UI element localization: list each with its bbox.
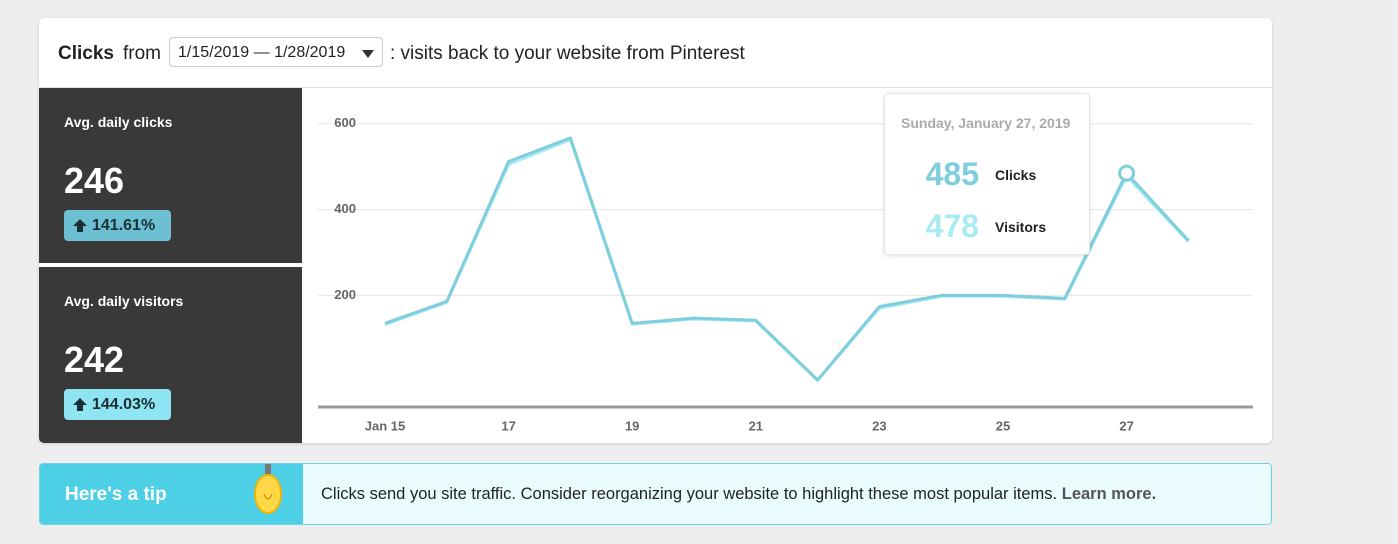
tooltip-visitors-label: Visitors	[995, 219, 1047, 235]
tooltip-date: Sunday, January 27, 2019	[901, 115, 1071, 131]
up-arrow	[73, 219, 87, 232]
header: Clicks from 1/15/2019 — 1/28/2019 : visi…	[39, 18, 1272, 88]
date-range[interactable]: 1/15/2019 — 1/28/2019	[178, 44, 346, 61]
y-tick-label: 600	[334, 115, 356, 130]
clicks-card: Clicks from 1/15/2019 — 1/28/2019 : visi…	[39, 18, 1272, 443]
tooltip-clicks-value: 485	[925, 156, 979, 192]
x-tick-label: Jan 15	[365, 418, 405, 433]
tooltip: Sunday, January 27, 2019 485 Clicks 478 …	[884, 93, 1090, 255]
stat-change: 141.61%	[92, 217, 156, 234]
subtitle: : visits back to your website from Pinte…	[390, 43, 745, 64]
line-chart: 200 400 600 Jan 15 17 19 21 23 25 27	[318, 115, 1253, 433]
learn-more[interactable]: Learn more.	[1061, 485, 1157, 503]
series-line	[384, 136, 1190, 382]
date-dropdown[interactable]: 1/15/2019 — 1/28/2019	[169, 37, 383, 67]
title: Clicks	[58, 43, 114, 64]
tip-body: Clicks send you site traffic. Consider r…	[321, 485, 1156, 504]
change-badge: 141.61%	[64, 210, 171, 241]
bulb-icon	[254, 464, 282, 514]
y-tick-label: 400	[334, 201, 356, 216]
x-tick-label: 25	[996, 418, 1010, 433]
x-tick-label: 21	[749, 418, 763, 433]
up-arrow	[73, 398, 87, 411]
stat-change: 144.03%	[92, 396, 156, 413]
tip-text: Clicks send you site traffic. Consider r…	[321, 485, 1058, 503]
tooltip-clicks-label: Clicks	[995, 167, 1037, 183]
dropdown-arrow	[362, 50, 374, 58]
tooltip-visitors-value: 478	[925, 208, 979, 244]
hover-point	[1118, 164, 1136, 182]
x-tick-label: 23	[872, 418, 886, 433]
tip-title: Here's a tip	[65, 484, 167, 505]
x-tick-label: 27	[1119, 418, 1133, 433]
tip-box: Here's a tip Clicks send you site traffi…	[39, 463, 1272, 525]
change-badge: 144.03%	[64, 389, 171, 420]
x-tick-label: 17	[501, 418, 515, 433]
stat-label: Avg. daily visitors	[64, 293, 184, 309]
stat-label: Avg. daily clicks	[64, 114, 173, 130]
stat-value: 246	[64, 160, 125, 201]
y-tick-label: 200	[334, 287, 356, 302]
visitors-panel: Avg. daily visitors 242 144.03%	[39, 267, 302, 443]
clicks-panel: Avg. daily clicks 246 141.61%	[39, 88, 302, 263]
tip-header: Here's a tip	[40, 464, 303, 524]
from-text: from	[123, 43, 161, 64]
x-tick-label: 19	[625, 418, 639, 433]
stat-value: 242	[64, 339, 125, 380]
